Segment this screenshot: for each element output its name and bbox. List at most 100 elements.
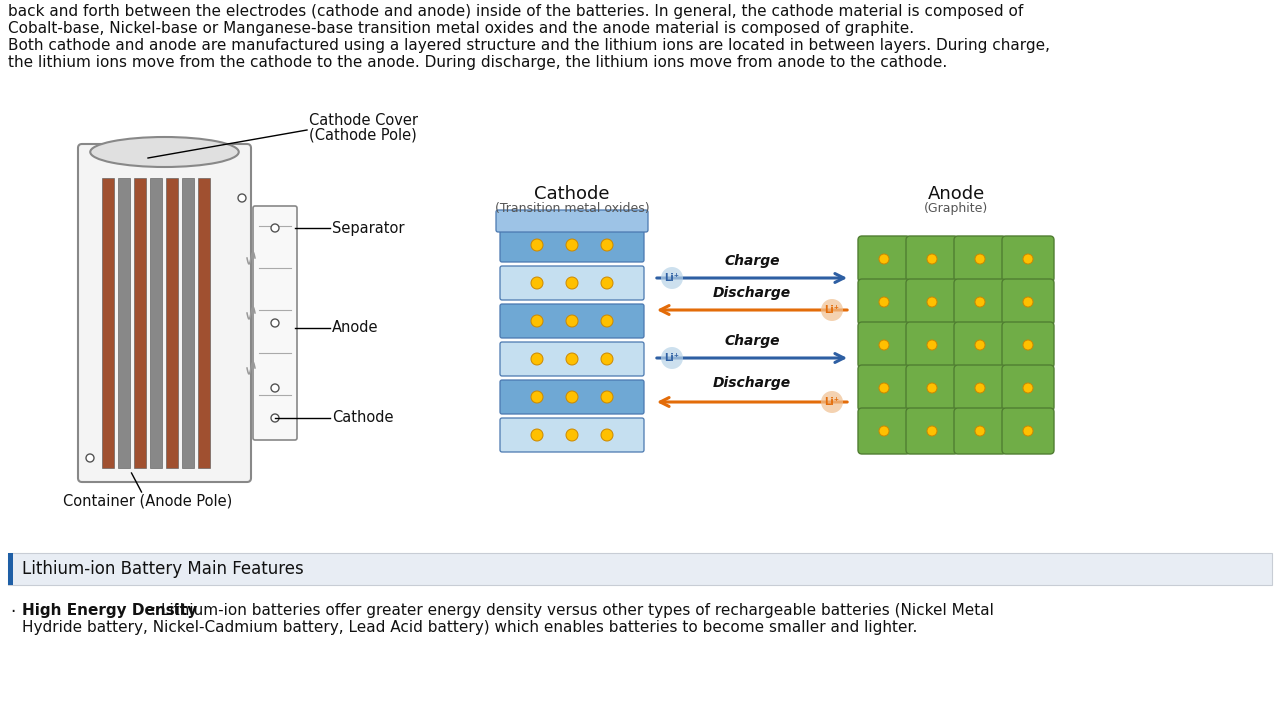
FancyBboxPatch shape [954,236,1006,282]
Circle shape [602,353,613,365]
Circle shape [271,319,279,327]
Circle shape [660,347,684,369]
Circle shape [1023,426,1033,436]
Text: ·: · [10,603,15,621]
Bar [8,553,13,585]
Circle shape [975,254,986,264]
FancyBboxPatch shape [497,210,648,232]
Circle shape [975,297,986,307]
Bar [150,178,163,468]
Bar [134,178,146,468]
FancyBboxPatch shape [1002,365,1053,411]
Text: Li⁺: Li⁺ [664,353,680,363]
Circle shape [602,315,613,327]
Circle shape [531,353,543,365]
FancyBboxPatch shape [500,342,644,376]
Circle shape [975,426,986,436]
Circle shape [531,391,543,403]
Text: Both cathode and anode are manufactured using a layered structure and the lithiu: Both cathode and anode are manufactured … [8,38,1050,53]
FancyBboxPatch shape [858,279,910,325]
Bar [102,178,114,468]
Text: Li⁺: Li⁺ [824,397,840,407]
Circle shape [602,391,613,403]
FancyBboxPatch shape [954,365,1006,411]
Text: Charge: Charge [724,254,780,268]
Text: : Lithium-ion batteries offer greater energy density versus other types of recha: : Lithium-ion batteries offer greater en… [151,603,995,618]
Circle shape [927,340,937,350]
Circle shape [86,454,93,462]
FancyBboxPatch shape [78,144,251,482]
FancyBboxPatch shape [1002,322,1053,368]
Circle shape [879,297,890,307]
Circle shape [531,429,543,441]
FancyBboxPatch shape [500,266,644,300]
FancyBboxPatch shape [858,365,910,411]
Text: Discharge: Discharge [713,376,791,390]
Text: Li⁺: Li⁺ [664,273,680,283]
FancyBboxPatch shape [1002,236,1053,282]
FancyBboxPatch shape [500,380,644,414]
Bar [198,178,210,468]
FancyBboxPatch shape [906,365,957,411]
FancyBboxPatch shape [858,408,910,454]
Text: Cathode Cover: Cathode Cover [308,113,419,128]
Text: Discharge: Discharge [713,286,791,300]
Text: Cobalt-base, Nickel-base or Manganese-base transition metal oxides and the anode: Cobalt-base, Nickel-base or Manganese-ba… [8,21,914,36]
Text: Separator: Separator [332,220,404,235]
Circle shape [238,194,246,202]
Circle shape [975,383,986,393]
Text: the lithium ions move from the cathode to the anode. During discharge, the lithi: the lithium ions move from the cathode t… [8,55,947,70]
Circle shape [531,239,543,251]
Circle shape [1023,254,1033,264]
Circle shape [602,277,613,289]
Bar [166,178,178,468]
FancyBboxPatch shape [500,304,644,338]
Text: Anode: Anode [332,320,379,336]
Circle shape [820,391,844,413]
Circle shape [566,315,579,327]
FancyBboxPatch shape [858,236,910,282]
Circle shape [531,277,543,289]
Text: Charge: Charge [724,334,780,348]
FancyBboxPatch shape [906,236,957,282]
Text: back and forth between the electrodes (cathode and anode) inside of the batterie: back and forth between the electrodes (c… [8,4,1023,19]
Circle shape [566,353,579,365]
Circle shape [927,297,937,307]
Circle shape [879,340,890,350]
FancyBboxPatch shape [253,206,297,440]
Circle shape [927,383,937,393]
Circle shape [879,426,890,436]
Bar [182,178,195,468]
Circle shape [566,239,579,251]
FancyBboxPatch shape [1002,279,1053,325]
Bar [118,178,131,468]
Circle shape [566,391,579,403]
Text: High Energy Density: High Energy Density [22,603,197,618]
Circle shape [602,429,613,441]
Text: (Graphite): (Graphite) [924,202,988,215]
Circle shape [271,414,279,422]
FancyBboxPatch shape [906,408,957,454]
FancyBboxPatch shape [954,322,1006,368]
Circle shape [1023,297,1033,307]
Circle shape [271,384,279,392]
Circle shape [879,254,890,264]
Circle shape [927,426,937,436]
Text: (Cathode Pole): (Cathode Pole) [308,128,417,143]
Ellipse shape [91,137,239,167]
FancyBboxPatch shape [954,408,1006,454]
Text: Anode: Anode [928,185,984,203]
FancyBboxPatch shape [858,322,910,368]
Circle shape [271,224,279,232]
Circle shape [1023,340,1033,350]
Circle shape [975,340,986,350]
Circle shape [531,315,543,327]
FancyBboxPatch shape [906,322,957,368]
Text: Cathode: Cathode [534,185,609,203]
FancyBboxPatch shape [500,418,644,452]
FancyBboxPatch shape [500,228,644,262]
Circle shape [566,277,579,289]
Circle shape [660,267,684,289]
Circle shape [820,299,844,321]
Circle shape [602,239,613,251]
